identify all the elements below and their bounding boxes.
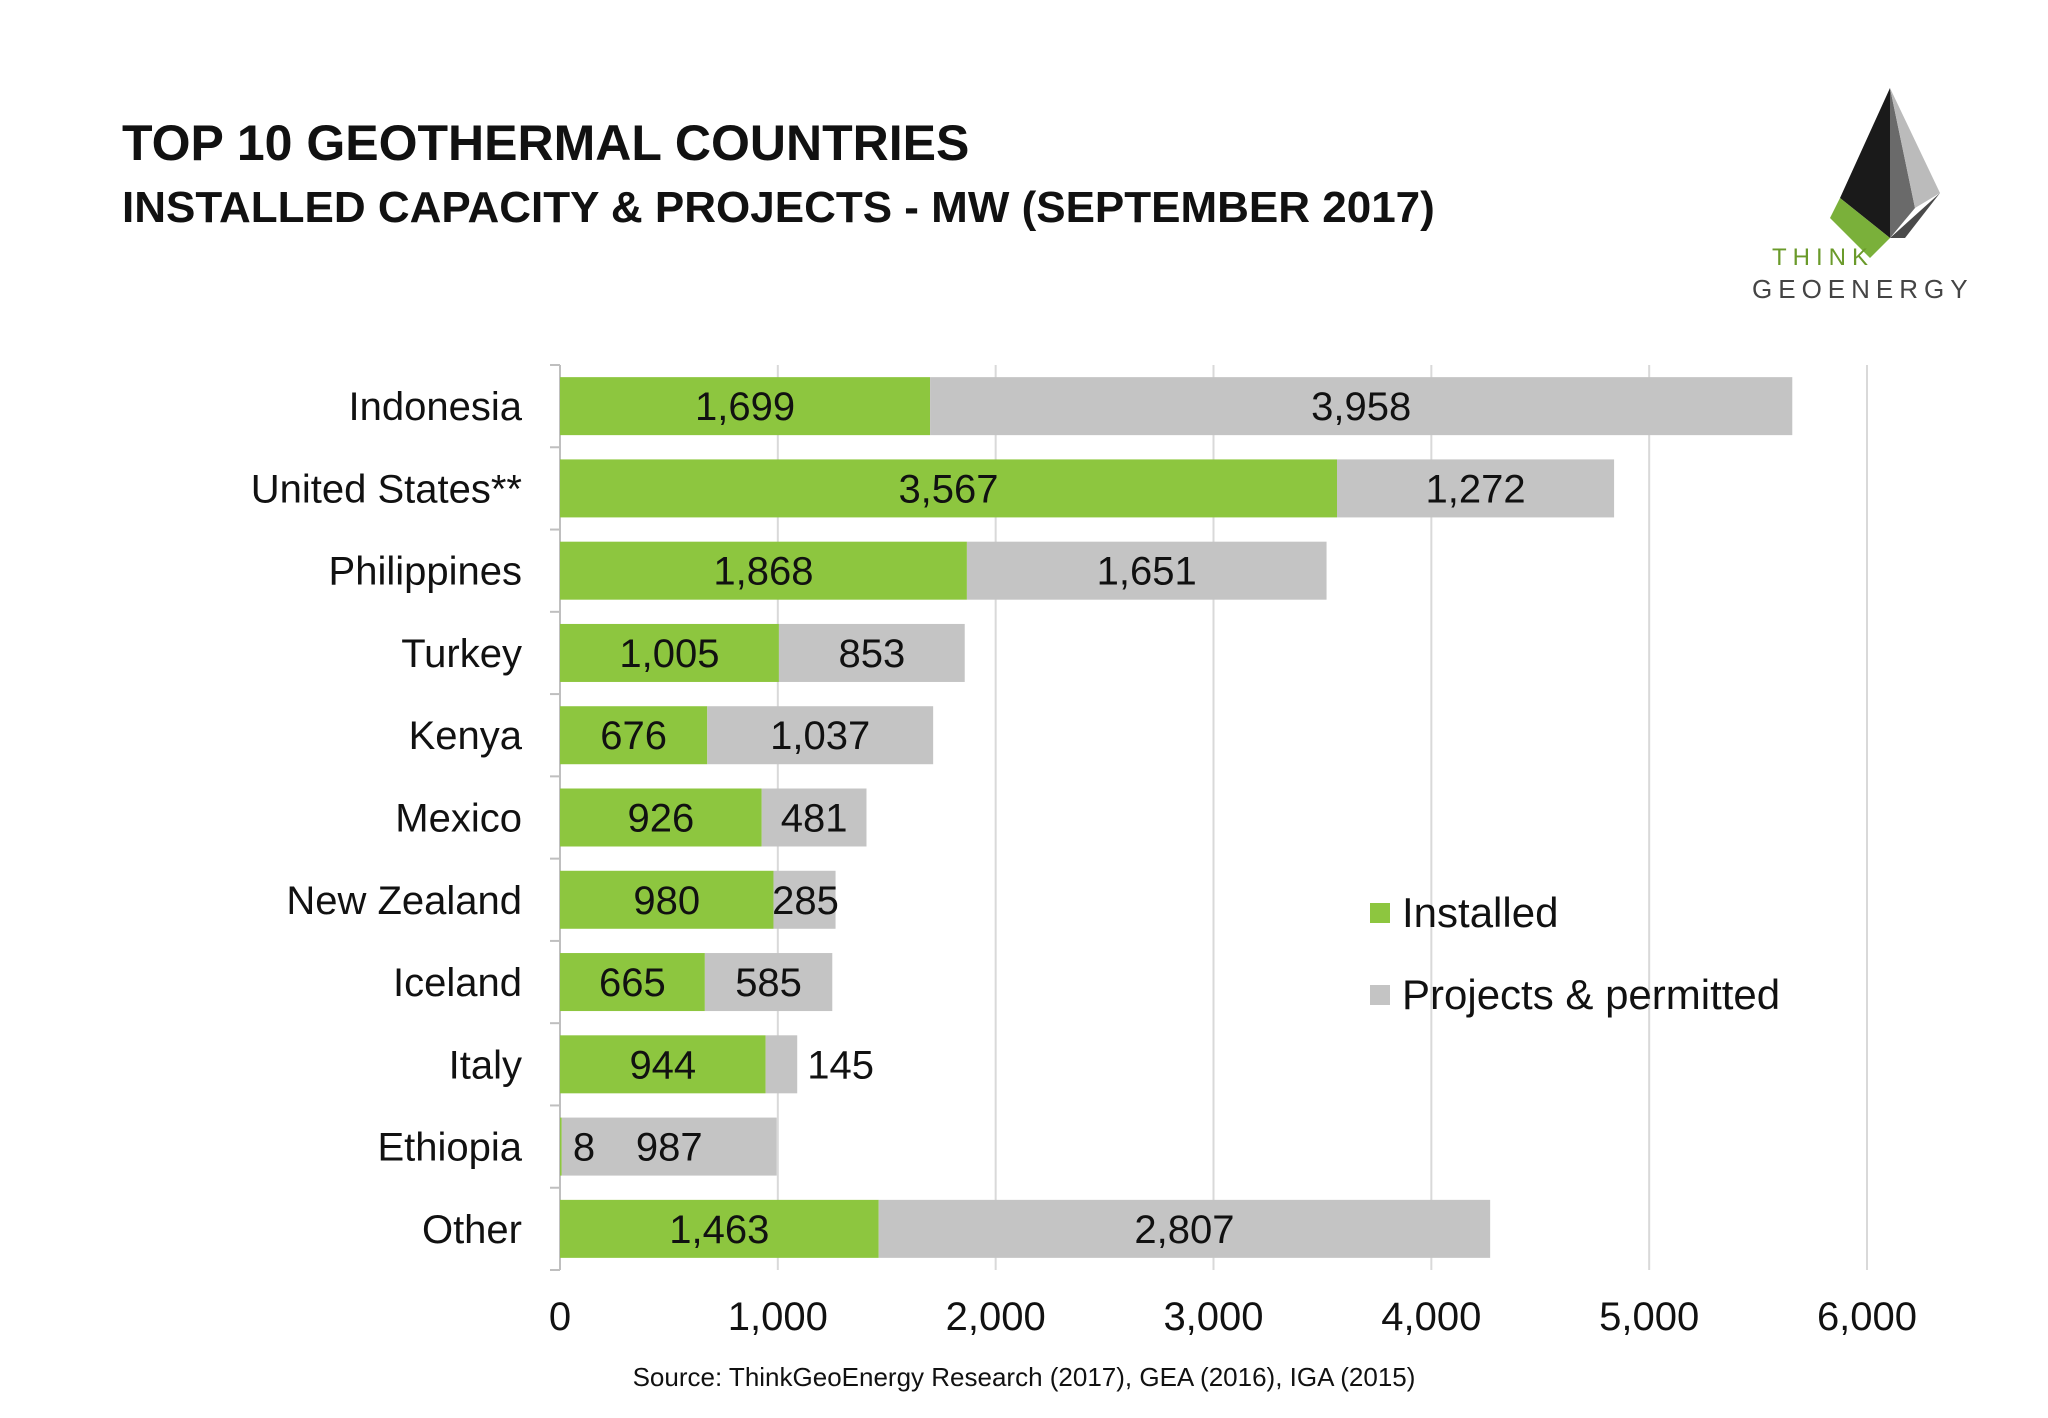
data-label-installed: 665 [599,961,666,1005]
data-label-projects: 853 [838,632,905,676]
bar-projects [704,953,833,1012]
bar-projects [761,788,867,847]
data-label-installed: 3,567 [898,467,998,511]
data-label-installed: 1,699 [695,385,795,429]
category-label: Mexico [395,797,522,841]
x-tick-label: 2,000 [946,1295,1046,1339]
category-label: Turkey [401,632,522,676]
category-label: Kenya [409,714,523,758]
bar-projects [878,1199,1491,1258]
logo-think-text: THINK [1772,244,1874,271]
x-tick-label: 5,000 [1599,1295,1699,1339]
bar-projects [765,1035,798,1094]
data-label-projects: 481 [781,797,848,841]
data-label-projects: 1,037 [770,714,870,758]
data-label-projects: 3,958 [1311,385,1411,429]
bar-installed [560,459,1338,518]
bar-installed [560,1117,562,1176]
category-label: Philippines [329,550,522,594]
legend-swatch-projects [1370,985,1390,1005]
bar-installed [560,1035,766,1094]
data-label-installed: 1,005 [619,632,719,676]
data-label-installed: 1,868 [713,550,813,594]
bar-installed [560,377,931,436]
category-label: Ethiopia [377,1126,522,1170]
bar-installed [560,953,705,1012]
logo-geoenergy-text: GEOENERGY [1752,274,1974,304]
bar-installed [560,788,762,847]
legend-item-installed: Installed [1370,888,1780,938]
data-label-installed: 926 [627,797,694,841]
x-tick-label: 6,000 [1817,1295,1917,1339]
category-label: Indonesia [349,385,523,429]
chart-legend: Installed Projects & permitted [1370,888,1780,1052]
x-tick-label: 1,000 [728,1295,828,1339]
category-label: Iceland [393,961,522,1005]
chart-title: TOP 10 GEOTHERMAL COUNTRIES [122,115,970,171]
bar-projects [707,706,934,765]
bar-projects [773,870,836,929]
legend-label-installed: Installed [1402,889,1559,936]
bar-projects [778,623,965,682]
data-label-installed: 944 [629,1043,696,1087]
category-label: Other [422,1208,522,1252]
data-label-installed: 8 [573,1126,595,1170]
data-label-installed: 676 [600,714,667,758]
bar-projects [1337,459,1615,518]
data-label-projects: 987 [636,1126,703,1170]
bar-projects [930,377,1793,436]
bar-projects [561,1117,777,1176]
bar-projects [966,541,1327,600]
data-label-installed: 1,463 [669,1208,769,1252]
data-label-projects: 1,651 [1097,550,1197,594]
bar-installed [560,1199,879,1258]
chart-subtitle: INSTALLED CAPACITY & PROJECTS - MW (SEPT… [122,183,1435,232]
category-label: New Zealand [286,879,522,923]
x-tick-label: 4,000 [1381,1295,1481,1339]
legend-swatch-installed [1370,903,1390,923]
bar-installed [560,541,967,600]
x-tick-label: 0 [549,1295,571,1339]
data-label-projects: 2,807 [1134,1208,1234,1252]
pyramid-logo-icon [1830,88,1940,258]
category-label: United States** [251,467,522,511]
data-label-projects: 285 [772,879,839,923]
bar-installed [560,706,708,765]
bar-installed [560,870,774,929]
data-label-projects: 145 [807,1043,874,1087]
bar-installed [560,623,779,682]
data-label-projects: 1,272 [1425,467,1525,511]
x-tick-label: 3,000 [1163,1295,1263,1339]
legend-item-projects: Projects & permitted [1370,970,1780,1020]
category-label: Italy [449,1043,522,1087]
source-note: Source: ThinkGeoEnergy Research (2017), … [632,1362,1416,1392]
data-label-projects: 585 [735,961,802,1005]
legend-label-projects: Projects & permitted [1402,971,1781,1018]
data-label-installed: 980 [633,879,700,923]
